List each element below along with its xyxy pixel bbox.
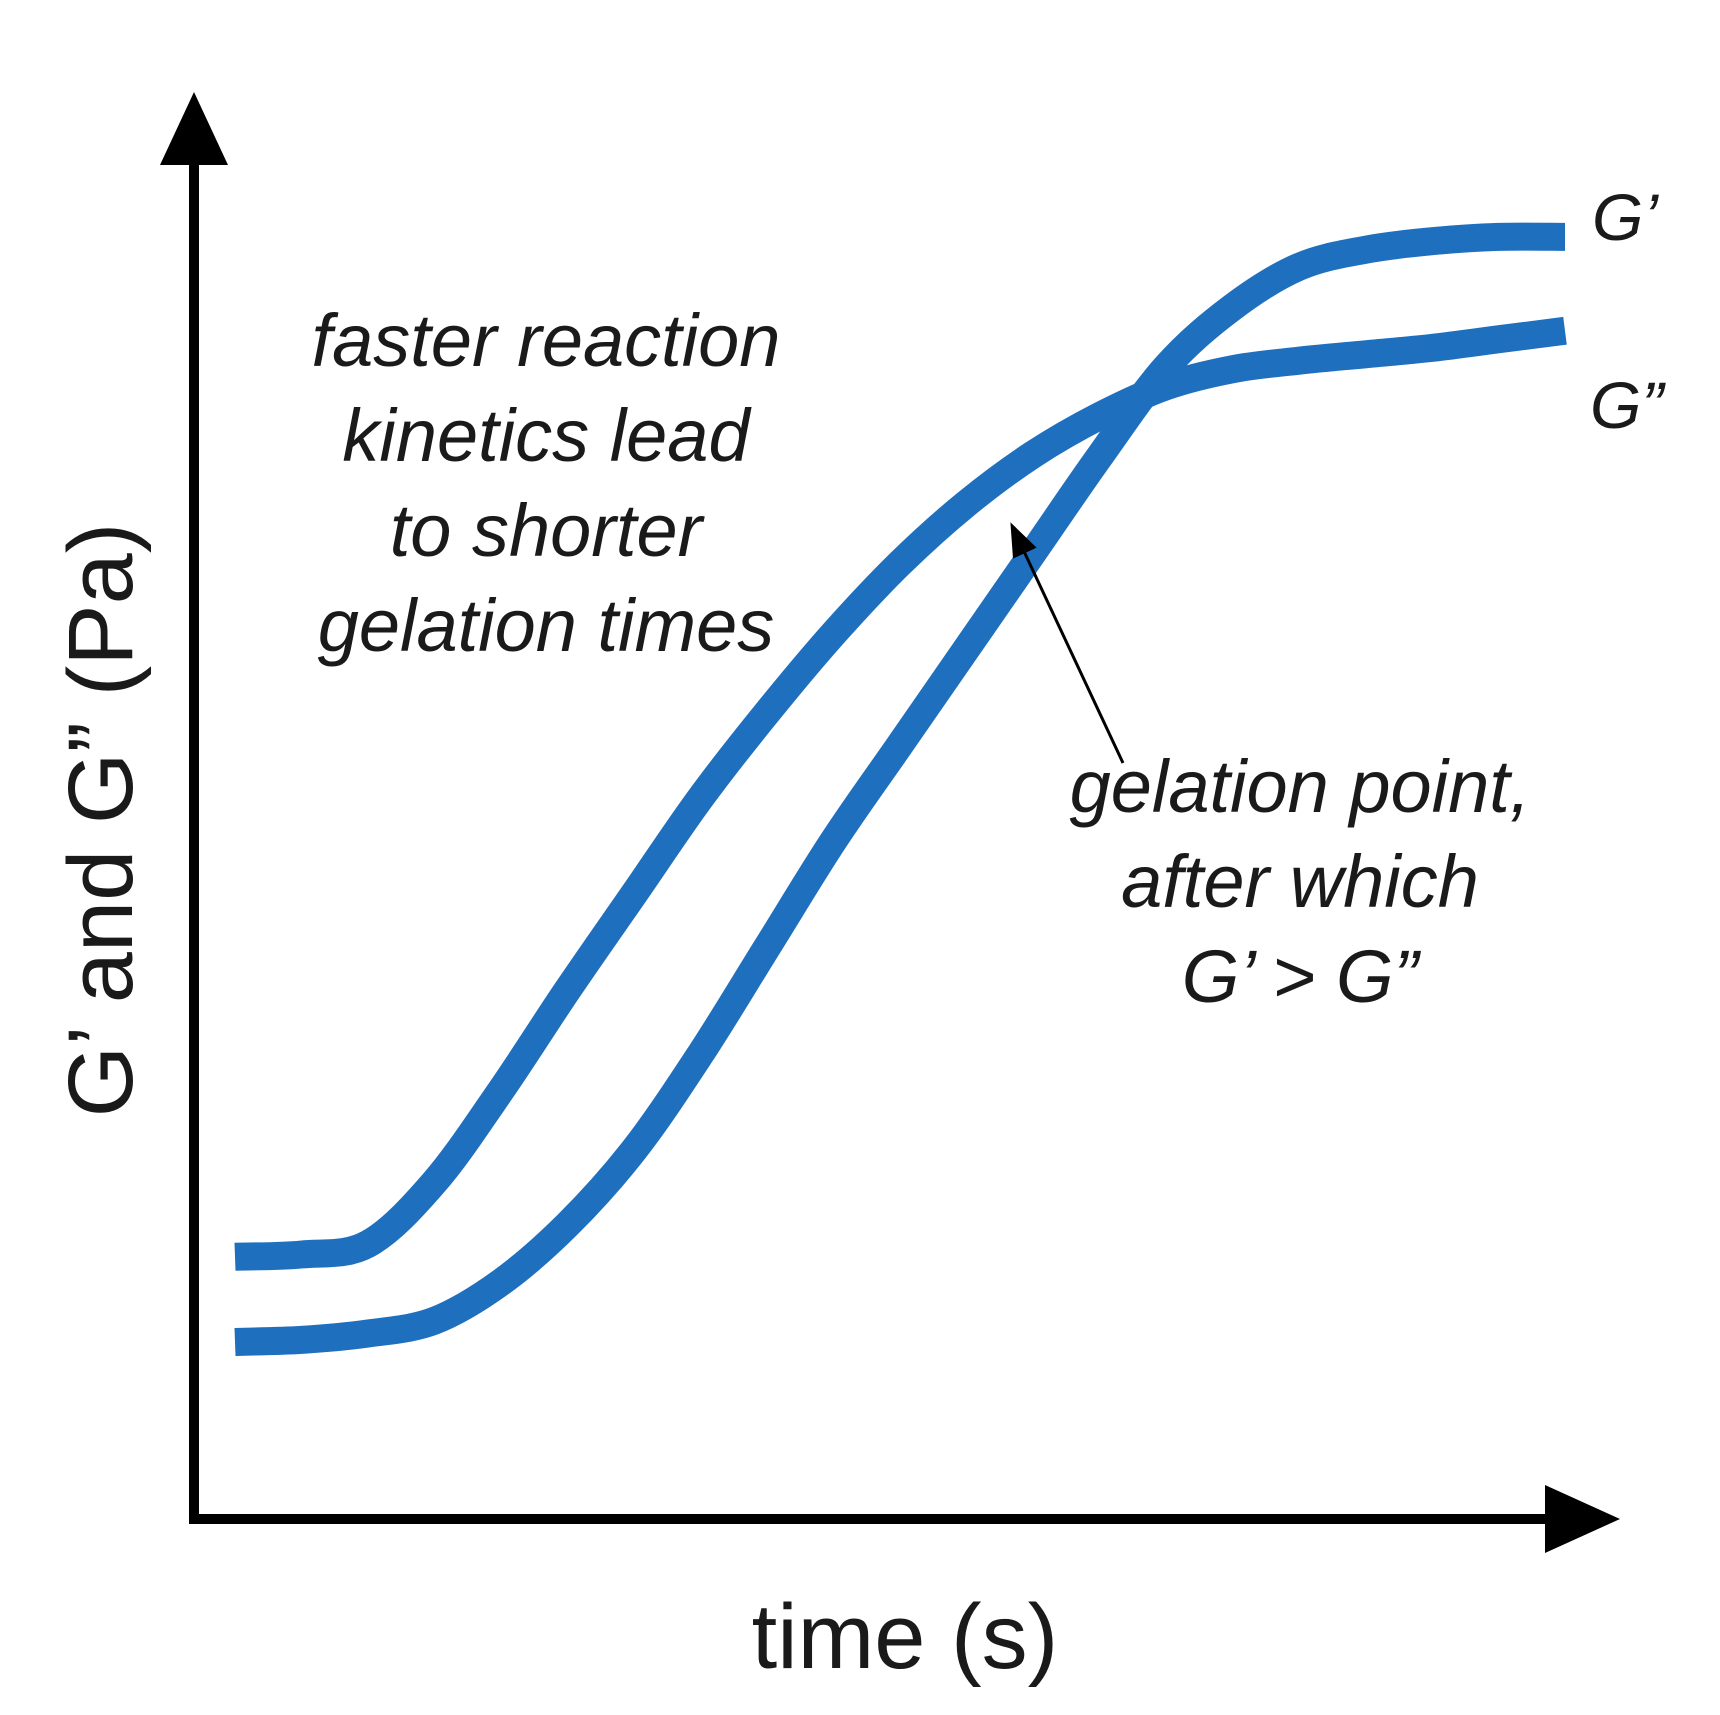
series-group (234, 222, 1567, 1356)
gelation-annotation-line-3: G’ > G” (1182, 935, 1422, 1018)
gelation-annotation-line-2: after which (1121, 840, 1479, 923)
y-axis-arrowhead (160, 92, 228, 165)
x-axis-title: time (s) (752, 1586, 1059, 1688)
gelation-annotation-line-1: gelation point, (1070, 745, 1531, 828)
left-annotation-line-2: kinetics lead (342, 394, 752, 477)
series-line-g-prime (234, 222, 1566, 1356)
gelation-point-arrow (1010, 522, 1125, 764)
series-label-g-double-prime: G” (1590, 368, 1666, 442)
left-annotation: faster reaction kinetics lead to shorter… (312, 299, 781, 667)
gelation-arrow-head (1010, 522, 1037, 559)
gelation-arrow-line (1023, 552, 1125, 764)
axes (160, 92, 1620, 1553)
left-annotation-line-1: faster reaction (312, 299, 781, 382)
y-axis-title: G’ and G” (Pa) (50, 523, 152, 1118)
series-line-g-double-prime (234, 316, 1567, 1271)
left-annotation-line-3: to shorter (390, 489, 706, 572)
gelation-point-annotation: gelation point, after which G’ > G” (1070, 745, 1531, 1018)
left-annotation-line-4: gelation times (318, 584, 775, 667)
x-axis-arrowhead (1545, 1485, 1620, 1553)
series-label-g-prime: G’ (1592, 180, 1659, 254)
